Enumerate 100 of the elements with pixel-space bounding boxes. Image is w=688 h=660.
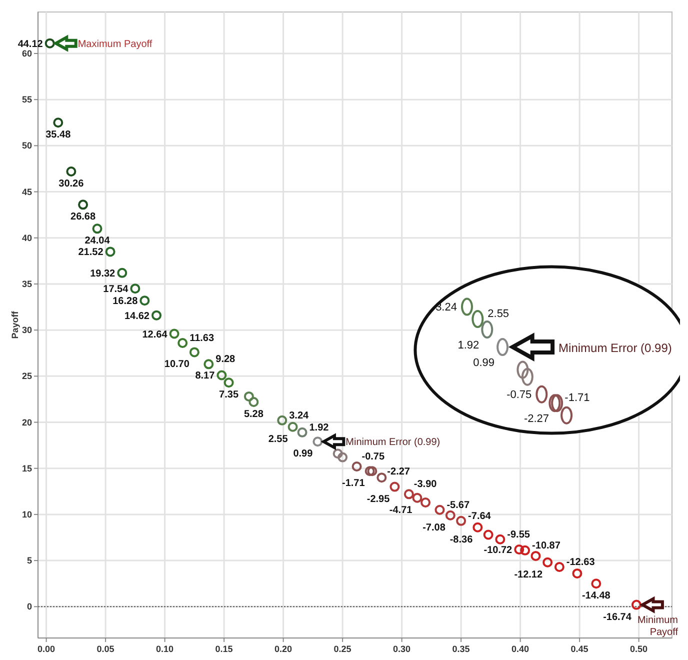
annotation: 3.24 [289,410,310,422]
point [332,448,343,459]
annotation: -4.71 [389,504,413,516]
y-tick-label: 40 [22,232,32,243]
annotation: 2.55 [268,434,288,445]
y-tick-label: 10 [22,509,32,520]
y-tick-label: 30 [22,325,32,336]
point [224,378,234,388]
annotation: Maximum Payoff [78,38,152,50]
annotation: 8.17 [195,370,216,382]
annotation: -12.12 [514,569,544,580]
point [312,436,323,447]
x-tick-label: 0.45 [570,644,588,654]
point [244,391,254,402]
annotation: 26.68 [70,212,96,223]
point [483,530,494,540]
y-tick-label: 20 [22,417,32,428]
annotation: 16.28 [112,296,138,308]
point [248,396,259,407]
point [530,550,541,561]
point [117,268,128,278]
point [92,224,102,234]
annotation: -14.48 [582,590,611,602]
y-tick-label: 25 [22,371,32,382]
point [542,557,553,568]
point [591,578,602,589]
point [367,466,378,476]
point [514,544,524,554]
point [297,427,308,438]
point [204,359,214,370]
annotation: 30.26 [58,178,84,190]
annotation: 24.04 [84,236,110,247]
y-tick-label: 5 [26,556,32,566]
point [376,472,387,483]
point [390,482,400,492]
y-tick-label: 60 [22,48,32,58]
point [495,534,506,544]
annotation: Minimum Payoff [637,614,678,638]
annotation: Minimum Error (0.99) [346,437,440,448]
annotation: 5.28 [244,408,264,420]
y-tick-label: 45 [22,186,32,197]
annotation: 0.99 [293,448,314,460]
point [364,466,375,476]
point [520,545,530,556]
point [130,284,140,294]
annotation: 21.52 [78,247,104,258]
annotation: -1.71 [342,478,366,490]
point [434,504,445,515]
point [456,516,466,526]
annotation: -2.95 [366,494,390,505]
point [472,522,483,532]
annotation: -5.67 [446,500,470,511]
point [66,166,76,176]
annotation: 35.48 [46,130,72,141]
annotation: -3.90 [414,479,438,490]
annotation: 11.63 [190,332,214,344]
point [277,415,288,426]
annotation: 10.70 [164,359,190,370]
point [572,568,582,578]
point [78,200,88,210]
x-tick-label: 0.20 [274,644,292,654]
x-tick-label: 0.05 [96,644,114,654]
point [412,492,422,503]
x-tick-label: 0.10 [156,644,174,654]
point [152,310,162,320]
point [445,510,456,520]
point [169,328,180,339]
point [140,296,150,306]
point [404,489,414,500]
x-tick-label: 0.15 [215,644,233,654]
annotation: 19.32 [90,268,116,280]
x-tick-label: 0.50 [630,644,648,654]
point [288,422,298,432]
annotation: -10.72 [484,544,513,556]
point [189,347,200,358]
annotation: 9.28 [216,354,236,366]
annotation: 17.54 [103,284,129,296]
point [631,600,642,610]
x-tick-label: 0.00 [38,644,56,654]
annotation: -7.64 [468,510,492,522]
point [352,462,362,472]
point [178,338,188,348]
y-tick-label: 35 [22,278,32,289]
x-tick-label: 0.40 [512,644,530,654]
point [44,38,55,48]
annotation: -2.27 [387,466,410,478]
y-tick-label: 15 [22,463,32,474]
annotation: 44.12 [18,38,44,50]
annotation: -0.75 [362,452,386,463]
point [105,246,116,257]
annotation: -10.87 [532,540,561,552]
annotation: 1.92 [309,422,330,434]
annotation: -7.08 [422,522,446,534]
annotation: 7.35 [219,390,239,401]
annotation: -9.55 [507,529,530,540]
point [53,118,64,128]
annotation: 14.62 [124,310,150,322]
x-tick-label: 0.35 [452,644,470,654]
annotation: -12.63 [566,557,596,568]
point [338,452,348,462]
